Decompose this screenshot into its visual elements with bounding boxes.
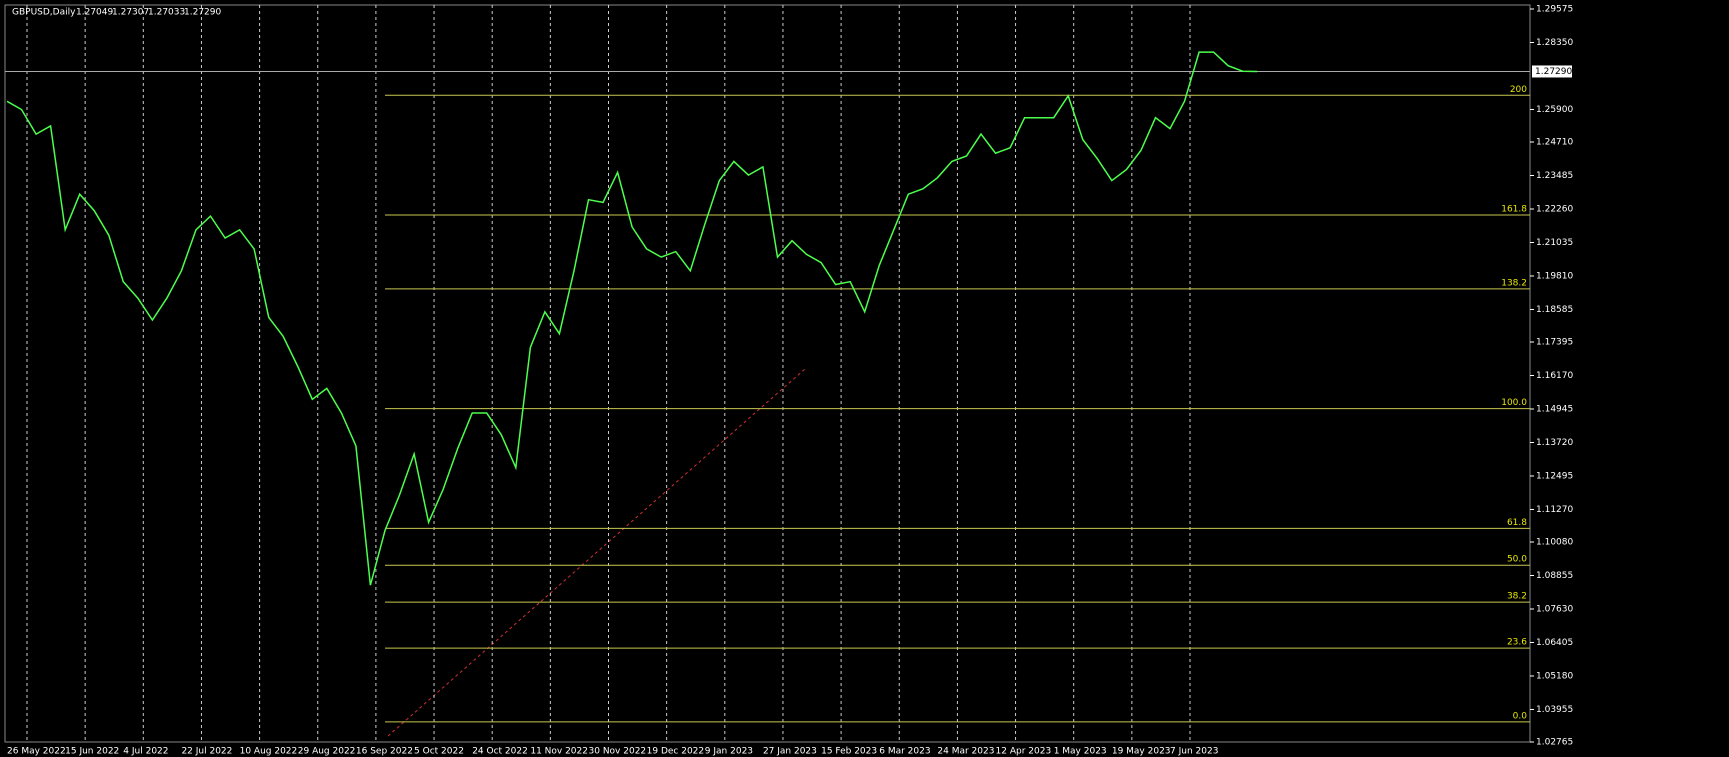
y-tick-label: 1.08855	[1536, 571, 1573, 581]
x-tick-label: 15 Jun 2022	[65, 747, 119, 757]
y-tick-label: 1.14945	[1536, 404, 1573, 414]
x-tick-label: 1 May 2023	[1054, 747, 1107, 757]
x-tick-label: 9 Jan 2023	[705, 747, 753, 757]
fib-label: 61.8	[1507, 518, 1527, 528]
trend-line	[387, 368, 806, 737]
open-label: 1.27049	[76, 8, 113, 18]
x-tick-label: 26 May 2022	[7, 747, 66, 757]
fib-label: 200	[1510, 85, 1527, 95]
y-tick-label: 1.13720	[1536, 438, 1573, 448]
fib-label: 100.0	[1501, 398, 1527, 408]
x-tick-label: 15 Feb 2023	[821, 747, 877, 757]
x-tick-label: 27 Jan 2023	[763, 747, 817, 757]
y-tick-label: 1.22260	[1536, 204, 1573, 214]
x-tick-label: 19 Dec 2022	[647, 747, 705, 757]
close-label: 1.27290	[184, 8, 221, 18]
y-tick-label: 1.25900	[1536, 105, 1573, 115]
y-tick-label: 1.16170	[1536, 371, 1573, 381]
y-tick-label: 1.19810	[1536, 271, 1573, 281]
x-tick-label: 30 Nov 2022	[589, 747, 647, 757]
y-tick-label: 1.07630	[1536, 604, 1573, 614]
fib-label: 138.2	[1501, 278, 1527, 288]
y-tick-label: 1.23485	[1536, 171, 1573, 181]
y-tick-label: 1.02765	[1536, 738, 1573, 748]
y-tick-label: 1.28350	[1536, 38, 1573, 48]
x-tick-label: 12 Apr 2023	[996, 747, 1052, 757]
y-tick-label: 1.12495	[1536, 471, 1573, 481]
y-tick-label: 1.06405	[1536, 638, 1573, 648]
fib-label: 38.2	[1507, 592, 1527, 602]
fib-label: 161.8	[1501, 205, 1527, 215]
y-tick-label: 1.05180	[1536, 671, 1573, 681]
y-tick-label: 1.10080	[1536, 538, 1573, 548]
x-tick-label: 4 Jul 2022	[123, 747, 168, 757]
x-tick-label: 6 Mar 2023	[879, 747, 930, 757]
x-tick-label: 24 Mar 2023	[937, 747, 994, 757]
y-tick-label: 1.11270	[1536, 505, 1573, 515]
fib-label: 50.0	[1507, 555, 1527, 565]
x-tick-label: 29 Aug 2022	[298, 747, 356, 757]
x-tick-label: 19 May 2023	[1112, 747, 1171, 757]
fib-label: 23.6	[1507, 638, 1527, 648]
x-tick-label: 10 Aug 2022	[240, 747, 298, 757]
price-line	[6, 51, 1258, 586]
current-price-box	[1532, 65, 1572, 78]
y-tick-label: 1.29575	[1536, 5, 1573, 15]
symbol-label: GBPUSD,Daily	[12, 8, 76, 18]
y-tick-label: 1.17395	[1536, 338, 1573, 348]
current-price-label: 1.27290	[1535, 67, 1572, 77]
y-tick-label: 1.03955	[1536, 705, 1573, 715]
x-tick-label: 22 Jul 2022	[181, 747, 232, 757]
x-tick-label: 16 Sep 2022	[356, 747, 413, 757]
fib-label: 0.0	[1513, 711, 1528, 721]
x-tick-label: 24 Oct 2022	[472, 747, 528, 757]
x-tick-label: 11 Nov 2022	[530, 747, 588, 757]
y-tick-label: 1.24710	[1536, 138, 1573, 148]
x-tick-label: 5 Oct 2022	[414, 747, 464, 757]
plot-frame	[4, 4, 1531, 743]
low-label: 1.27033	[148, 8, 185, 18]
y-tick-label: 1.21035	[1536, 238, 1573, 248]
x-tick-label: 7 Jun 2023	[1170, 747, 1218, 757]
y-tick-label: 1.18585	[1536, 305, 1573, 315]
high-label: 1.27307	[112, 8, 149, 18]
